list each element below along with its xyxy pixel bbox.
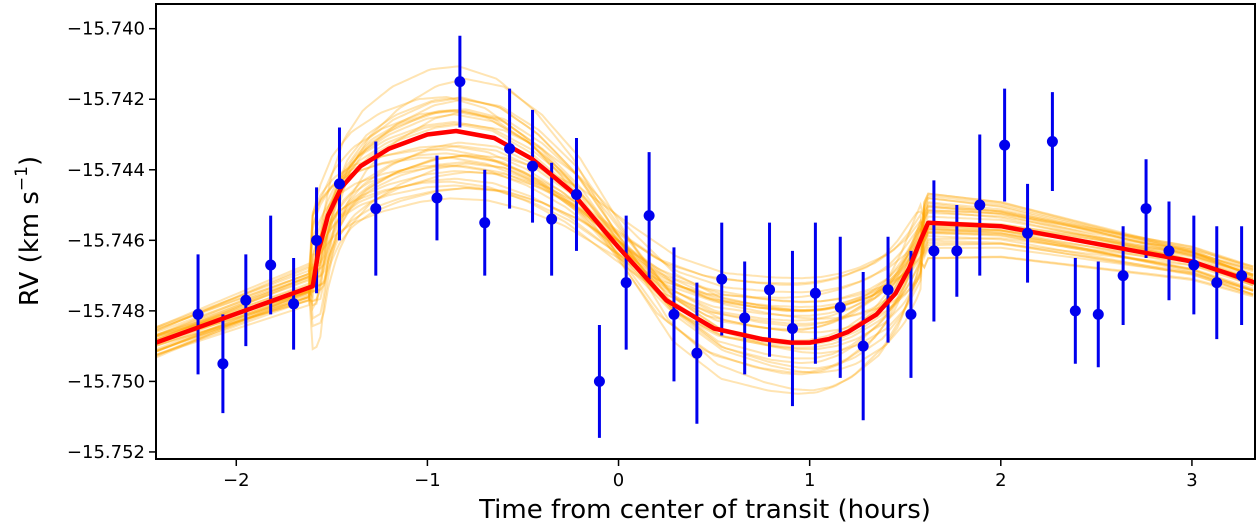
data-point [370,203,382,215]
data-point [643,210,655,222]
data-point [1163,245,1175,257]
data-point [974,199,986,211]
data-point [1236,270,1248,282]
y-axis-label-main: RV (km s [15,191,45,306]
data-point [716,273,728,285]
y-tick-label: −15.742 [67,89,145,110]
data-point [809,287,821,299]
data-point [905,308,917,320]
best-fit-model [156,128,1255,345]
data-point [527,160,539,172]
data-point [1046,136,1058,148]
data-point [192,308,204,320]
data-point [1022,227,1034,239]
data-point [1117,270,1129,282]
x-tick-label: −2 [223,470,250,491]
data-point [311,234,323,246]
x-tick-label: 1 [804,470,815,491]
data-points [192,76,1248,387]
x-ticks: −2 −1 0 1 2 3 [223,459,1198,491]
x-tick-label: 3 [1186,470,1197,491]
data-point [454,76,466,88]
data-point [951,245,963,257]
model-sample-line [156,162,1254,359]
data-point [928,245,940,257]
data-point [668,308,680,320]
data-point [834,301,846,313]
data-point [333,178,345,190]
data-point [999,139,1011,151]
x-tick-label: −1 [414,470,441,491]
data-point [764,284,776,296]
data-point [1140,203,1152,215]
y-tick-label: −15.746 [67,230,145,251]
data-point [288,298,300,310]
y-axis-label-close: ) [15,156,45,166]
data-point [265,259,277,271]
model-line [156,128,1255,345]
data-point [217,358,229,370]
data-point [1211,277,1223,289]
data-point [546,213,558,225]
data-point [786,322,798,334]
y-axis-label: RV (km s−1) [12,156,45,306]
y-tick-label: −15.740 [67,19,145,40]
model-samples [156,65,1254,395]
data-point [857,340,869,352]
y-tick-label: −15.748 [67,301,145,322]
x-axis-label: Time from center of transit (hours) [478,495,931,524]
data-point [1092,308,1104,320]
data-point [431,192,443,204]
data-point [1069,305,1081,317]
y-axis-label-sup: −1 [12,166,32,191]
y-tick-label: −15.752 [67,442,145,463]
plot-frame [155,3,1256,460]
data-point [240,294,252,306]
y-ticks: −15.740 −15.742 −15.744 −15.746 −15.748 −15.7… [67,19,156,463]
data-point [620,277,632,289]
x-tick-label: 2 [995,470,1006,491]
data-point [691,347,703,359]
data-point [739,312,751,324]
x-tick-label: 0 [613,470,624,491]
data-point [479,217,491,229]
data-point [1188,259,1200,271]
model-sample-line [156,186,1254,353]
y-tick-label: −15.750 [67,371,145,392]
data-point [593,375,605,387]
y-tick-label: −15.744 [67,160,145,181]
data-point [570,188,582,200]
data-point [504,143,516,155]
data-point [882,284,894,296]
